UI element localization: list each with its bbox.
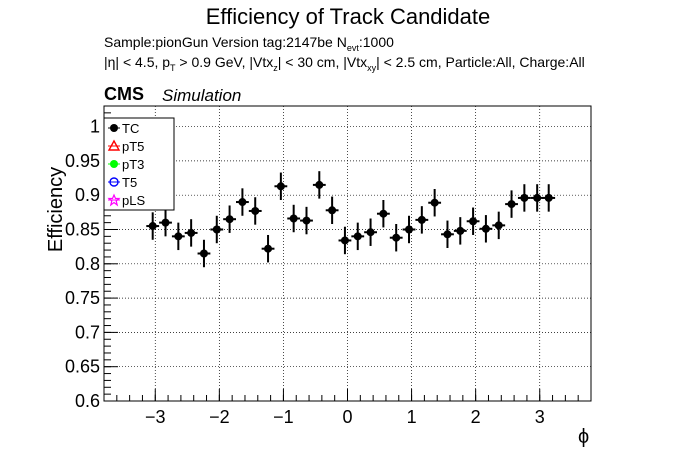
data-point	[212, 225, 221, 234]
y-tick-label: 0.85	[65, 219, 100, 239]
legend-label: pT3	[122, 157, 144, 172]
legend-label: pLS	[122, 193, 145, 208]
simulation-label: Simulation	[162, 86, 242, 105]
legend-marker	[110, 124, 118, 132]
y-tick-label: 0.9	[75, 185, 100, 205]
data-point	[520, 193, 529, 202]
sample-info-text: Sample:pionGun Version tag:2147be N	[104, 34, 347, 50]
data-point	[161, 218, 170, 227]
legend-label: TC	[122, 121, 139, 136]
data-point	[302, 216, 311, 225]
data-point	[264, 244, 273, 253]
data-point	[481, 224, 490, 233]
selection-vtxz: | < 30 cm, |Vtx	[277, 54, 368, 70]
data-point	[225, 215, 234, 224]
data-point	[494, 221, 503, 230]
legend-marker	[107, 193, 121, 207]
sample-info: Sample:pionGun Version tag:2147be Nevt:1…	[104, 34, 394, 53]
data-point	[187, 228, 196, 237]
y-tick-label: 0.95	[65, 151, 100, 171]
data-point	[340, 236, 349, 245]
nevt-value: :1000	[358, 34, 394, 50]
cms-label: CMS	[104, 84, 144, 104]
data-point	[533, 193, 542, 202]
y-tick-label: 0.65	[65, 357, 100, 377]
data-point	[417, 215, 426, 224]
data-point	[379, 209, 388, 218]
y-tick-label: 0.7	[75, 322, 100, 342]
data-point	[405, 225, 414, 234]
data-point	[469, 217, 478, 226]
data-point	[251, 206, 260, 215]
data-point	[443, 230, 452, 239]
chart-title: Efficiency of Track Candidate	[205, 4, 491, 29]
pt-subscript: T	[170, 62, 176, 73]
data-point	[238, 198, 247, 207]
data-point	[544, 193, 553, 202]
x-axis-label: ϕ	[578, 426, 590, 448]
x-tick-label: −2	[209, 407, 230, 427]
data-point	[456, 226, 465, 235]
y-tick-label: 0.8	[75, 254, 100, 274]
data-point	[366, 228, 375, 237]
vtxxy-subscript: xy	[367, 62, 377, 73]
x-tick-label: 0	[342, 407, 352, 427]
y-tick-label: 0.6	[75, 391, 100, 411]
selection-info: |η| < 4.5, pT > 0.9 GeV, |Vtxz| < 30 cm,…	[104, 54, 585, 73]
data-point	[174, 232, 183, 241]
x-tick-label: −1	[273, 407, 294, 427]
data-point	[315, 180, 324, 189]
data-point	[430, 198, 439, 207]
legend-marker	[107, 139, 121, 151]
data-point	[199, 249, 208, 258]
data-point	[276, 182, 285, 191]
x-tick-label: 1	[407, 407, 417, 427]
legend-marker	[110, 160, 118, 168]
legend-label: T5	[122, 175, 137, 190]
legend-marker	[109, 177, 119, 187]
data-point	[353, 232, 362, 241]
legend-label: pT5	[122, 139, 144, 154]
x-tick-label: 2	[471, 407, 481, 427]
selection-tail: | < 2.5 cm, Particle:All, Charge:All	[376, 54, 585, 70]
data-point	[328, 206, 337, 215]
data-point	[148, 222, 157, 231]
vtxz-subscript: z	[273, 62, 278, 73]
data-point	[289, 214, 298, 223]
y-tick-label: 1	[90, 117, 100, 137]
selection-pt: > 0.9 GeV, |Vtx	[175, 54, 274, 70]
x-tick-label: −3	[145, 407, 166, 427]
x-tick-label: 3	[535, 407, 545, 427]
nevt-subscript: evt	[346, 42, 359, 53]
data-point	[507, 200, 516, 209]
y-tick-label: 0.75	[65, 288, 100, 308]
data-point	[392, 233, 401, 242]
selection-eta: |η| < 4.5, p	[104, 54, 171, 70]
